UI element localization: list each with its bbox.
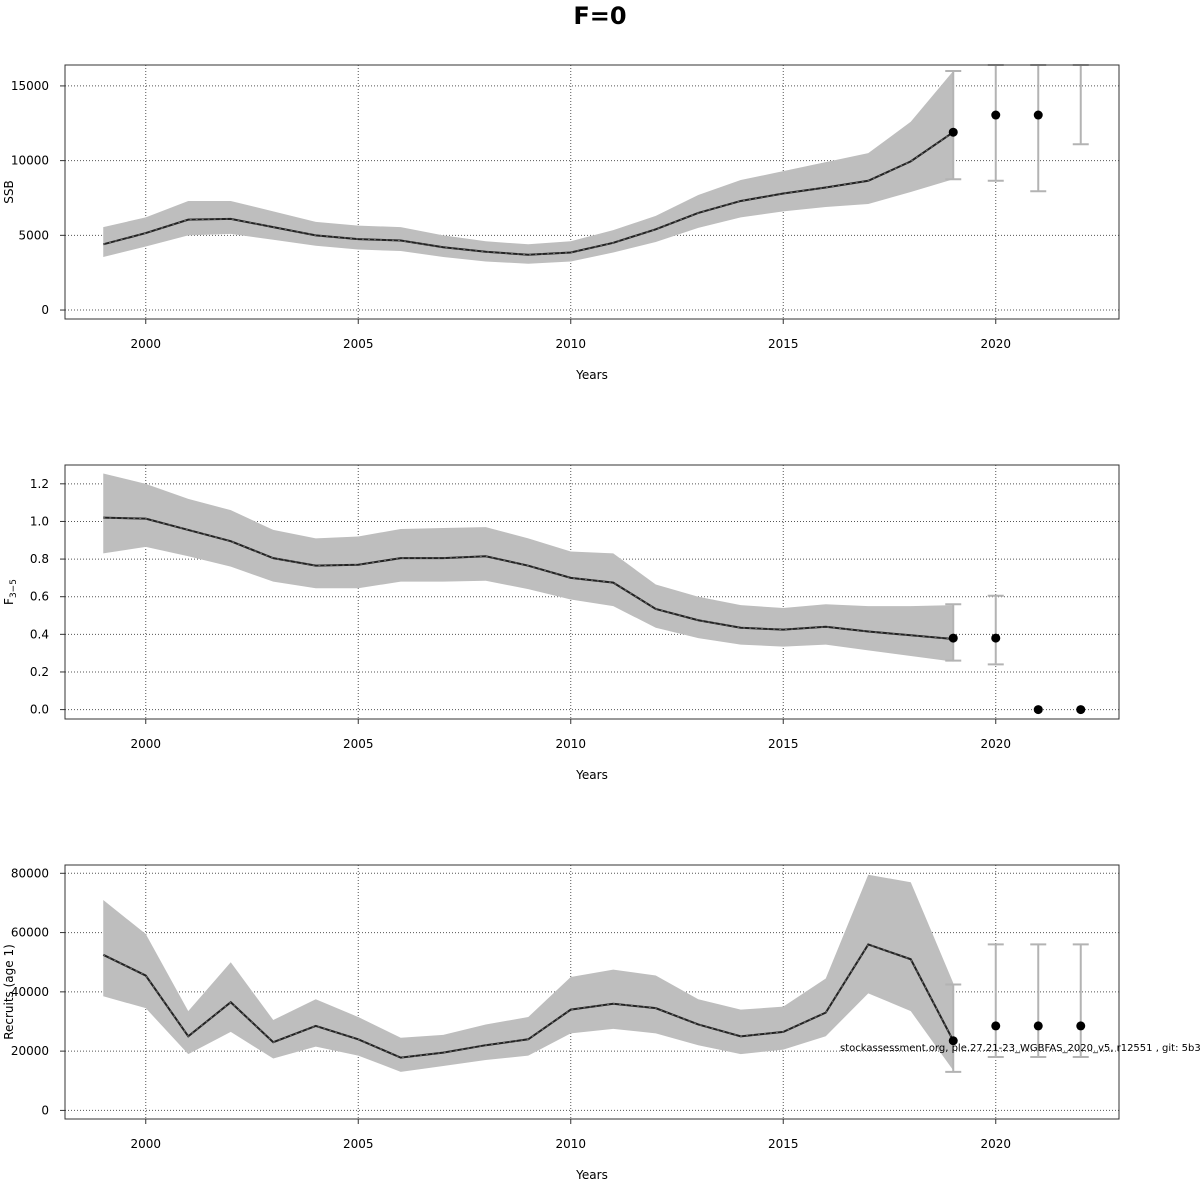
panels: 2000 2005 2010 2015 2020 0 5000 10000 15000 Years… — [2, 64, 1120, 1182]
xtick-label-2005: 2005 — [343, 337, 374, 351]
forecast-point-2022 — [1076, 1021, 1086, 1031]
ytick-label-5000: 5000 — [18, 228, 49, 242]
forecast-point-2019 — [948, 127, 958, 137]
ytick-label-60000: 60000 — [11, 926, 49, 940]
panel-ssb: 2000 2005 2010 2015 2020 0 5000 10000 15000 Years… — [2, 64, 1120, 382]
panel-recruits: 2000 2005 2010 2015 2020 0 20000 40000 60000 8000… — [2, 864, 1120, 1182]
xtick-label-2010: 2010 — [555, 1137, 586, 1151]
y-axis-label: Recruits (age 1) — [2, 944, 16, 1040]
forecast-point-2020 — [991, 1021, 1001, 1031]
panel-f: 2000 2005 2010 2015 2020 0.0 0.2 0.4 0.6 0.8 1.0 1.… — [2, 464, 1120, 782]
ytick-label-15000: 15000 — [11, 79, 49, 93]
estimate-line-dash — [103, 943, 954, 1059]
forecast-point-2019 — [948, 633, 958, 643]
forecast-point-2021 — [1033, 1021, 1043, 1031]
plot-frame — [64, 64, 1120, 320]
xtick-label-2015: 2015 — [768, 1137, 799, 1151]
estimate-line — [102, 943, 955, 1059]
xtick-label-2010: 2010 — [555, 737, 586, 751]
xtick-label-2010: 2010 — [555, 337, 586, 351]
x-axis-label: Years — [575, 368, 608, 382]
xtick-label-2000: 2000 — [130, 737, 161, 751]
xtick-label-2005: 2005 — [343, 737, 374, 751]
estimate-line-dash — [103, 517, 954, 640]
xtick-label-2020: 2020 — [980, 737, 1011, 751]
ytick-label-0: 0 — [41, 303, 49, 317]
ytick-label-1.0: 1.0 — [30, 514, 49, 528]
ytick-label-0: 0 — [41, 1103, 49, 1117]
ytick-label-0.0: 0.0 — [30, 703, 49, 717]
ytick-label-20000: 20000 — [11, 1044, 49, 1058]
estimate-line — [103, 516, 954, 641]
estimate-line-dash — [103, 131, 954, 256]
estimate-line — [102, 131, 954, 256]
forecast-point-2020 — [991, 110, 1001, 120]
xtick-label-2020: 2020 — [980, 1137, 1011, 1151]
plot-frame — [64, 464, 1120, 720]
ytick-label-10000: 10000 — [11, 154, 49, 168]
source-annotation: stockassessment.org, ple.27.21-23_WGBFAS… — [840, 1043, 1200, 1054]
ytick-label-80000: 80000 — [11, 866, 49, 880]
xtick-label-2015: 2015 — [768, 737, 799, 751]
forecast-point-2019 — [948, 1036, 958, 1046]
x-axis-label: Years — [575, 1168, 608, 1182]
xtick-label-2005: 2005 — [343, 1137, 374, 1151]
xtick-label-2000: 2000 — [130, 337, 161, 351]
y-axis-label: F3−5 — [2, 579, 19, 605]
ytick-label-0.4: 0.4 — [30, 627, 49, 641]
forecast-point-2021 — [1033, 110, 1043, 120]
ytick-label-0.8: 0.8 — [30, 552, 49, 566]
xtick-label-2000: 2000 — [130, 1137, 161, 1151]
confidence-band — [103, 70, 954, 264]
confidence-band — [103, 473, 954, 662]
x-axis-label: Years — [575, 768, 608, 782]
forecast-point-2022 — [1076, 705, 1086, 715]
ytick-label-40000: 40000 — [11, 985, 49, 999]
xtick-label-2015: 2015 — [768, 337, 799, 351]
confidence-band — [103, 874, 954, 1072]
y-axis-label-subscript: 3−5 — [9, 579, 19, 598]
forecast-point-2020 — [991, 633, 1001, 643]
xtick-label-2020: 2020 — [980, 337, 1011, 351]
y-axis-label: SSB — [2, 180, 16, 203]
forecast-point-2021 — [1033, 705, 1043, 715]
chart-title: F=0 — [573, 2, 626, 30]
ytick-label-0.2: 0.2 — [30, 665, 49, 679]
ytick-label-1.2: 1.2 — [30, 477, 49, 491]
ytick-label-0.6: 0.6 — [30, 590, 49, 604]
